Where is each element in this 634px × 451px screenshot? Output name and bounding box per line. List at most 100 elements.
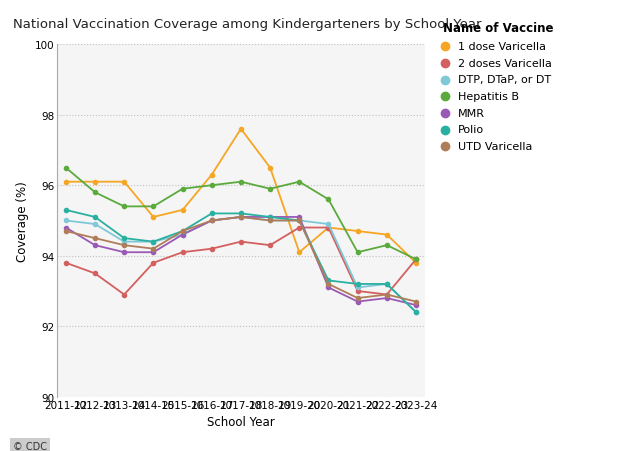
2 doses Varicella <box>325 226 332 231</box>
Polio <box>91 215 99 220</box>
UTD Varicella <box>208 218 216 224</box>
DTP, DTaP, or DT <box>237 215 245 220</box>
Hepatitis B <box>237 179 245 185</box>
Polio <box>266 215 274 220</box>
Line: 1 dose Varicella: 1 dose Varicella <box>64 128 418 265</box>
Text: National Vaccination Coverage among Kindergarteners by School Year: National Vaccination Coverage among Kind… <box>13 18 481 31</box>
UTD Varicella <box>295 218 303 224</box>
MMR <box>62 226 70 231</box>
MMR <box>412 303 420 308</box>
Hepatitis B <box>412 257 420 262</box>
Hepatitis B <box>295 179 303 185</box>
Polio <box>120 236 128 241</box>
DTP, DTaP, or DT <box>412 310 420 315</box>
2 doses Varicella <box>62 261 70 266</box>
1 dose Varicella <box>266 166 274 171</box>
Polio <box>208 211 216 216</box>
2 doses Varicella <box>91 271 99 276</box>
2 doses Varicella <box>237 239 245 245</box>
DTP, DTaP, or DT <box>62 218 70 224</box>
DTP, DTaP, or DT <box>91 222 99 227</box>
Text: © CDC: © CDC <box>13 441 47 451</box>
DTP, DTaP, or DT <box>150 239 157 245</box>
1 dose Varicella <box>91 179 99 185</box>
Polio <box>412 310 420 315</box>
2 doses Varicella <box>150 261 157 266</box>
UTD Varicella <box>237 215 245 220</box>
Line: 2 doses Varicella: 2 doses Varicella <box>64 226 418 297</box>
Hepatitis B <box>383 243 391 249</box>
Line: MMR: MMR <box>64 216 418 308</box>
Polio <box>325 278 332 284</box>
Polio <box>354 281 361 287</box>
2 doses Varicella <box>412 257 420 262</box>
DTP, DTaP, or DT <box>208 218 216 224</box>
UTD Varicella <box>266 218 274 224</box>
UTD Varicella <box>62 229 70 234</box>
Legend: 1 dose Varicella, 2 doses Varicella, DTP, DTaP, or DT, Hepatitis B, MMR, Polio, : 1 dose Varicella, 2 doses Varicella, DTP… <box>440 19 557 155</box>
2 doses Varicella <box>266 243 274 249</box>
UTD Varicella <box>412 299 420 304</box>
Polio <box>383 281 391 287</box>
UTD Varicella <box>179 229 186 234</box>
2 doses Varicella <box>295 226 303 231</box>
2 doses Varicella <box>120 292 128 298</box>
DTP, DTaP, or DT <box>354 285 361 290</box>
1 dose Varicella <box>62 179 70 185</box>
MMR <box>179 232 186 238</box>
2 doses Varicella <box>179 250 186 255</box>
Polio <box>62 208 70 213</box>
UTD Varicella <box>383 292 391 298</box>
Hepatitis B <box>150 204 157 210</box>
Polio <box>237 211 245 216</box>
1 dose Varicella <box>383 232 391 238</box>
2 doses Varicella <box>354 289 361 294</box>
1 dose Varicella <box>120 179 128 185</box>
MMR <box>383 296 391 301</box>
Polio <box>179 229 186 234</box>
UTD Varicella <box>120 243 128 249</box>
MMR <box>237 215 245 220</box>
Hepatitis B <box>91 190 99 196</box>
MMR <box>266 215 274 220</box>
1 dose Varicella <box>412 261 420 266</box>
Hepatitis B <box>266 187 274 192</box>
1 dose Varicella <box>295 250 303 255</box>
Y-axis label: Coverage (%): Coverage (%) <box>16 181 29 261</box>
DTP, DTaP, or DT <box>325 222 332 227</box>
Line: UTD Varicella: UTD Varicella <box>64 216 418 304</box>
Hepatitis B <box>325 197 332 202</box>
MMR <box>120 250 128 255</box>
2 doses Varicella <box>383 292 391 298</box>
MMR <box>208 218 216 224</box>
1 dose Varicella <box>325 226 332 231</box>
1 dose Varicella <box>179 208 186 213</box>
UTD Varicella <box>91 236 99 241</box>
DTP, DTaP, or DT <box>266 218 274 224</box>
Hepatitis B <box>208 183 216 189</box>
Polio <box>150 239 157 245</box>
X-axis label: School Year: School Year <box>207 415 275 428</box>
Hepatitis B <box>120 204 128 210</box>
Hepatitis B <box>62 166 70 171</box>
Hepatitis B <box>354 250 361 255</box>
Hepatitis B <box>179 187 186 192</box>
DTP, DTaP, or DT <box>383 281 391 287</box>
MMR <box>295 215 303 220</box>
1 dose Varicella <box>237 127 245 132</box>
MMR <box>325 285 332 290</box>
DTP, DTaP, or DT <box>120 239 128 245</box>
MMR <box>354 299 361 304</box>
MMR <box>150 250 157 255</box>
MMR <box>91 243 99 249</box>
DTP, DTaP, or DT <box>179 232 186 238</box>
1 dose Varicella <box>208 173 216 178</box>
Line: Polio: Polio <box>64 208 418 314</box>
1 dose Varicella <box>354 229 361 234</box>
DTP, DTaP, or DT <box>295 218 303 224</box>
1 dose Varicella <box>150 215 157 220</box>
2 doses Varicella <box>208 246 216 252</box>
UTD Varicella <box>150 246 157 252</box>
Polio <box>295 218 303 224</box>
UTD Varicella <box>354 296 361 301</box>
